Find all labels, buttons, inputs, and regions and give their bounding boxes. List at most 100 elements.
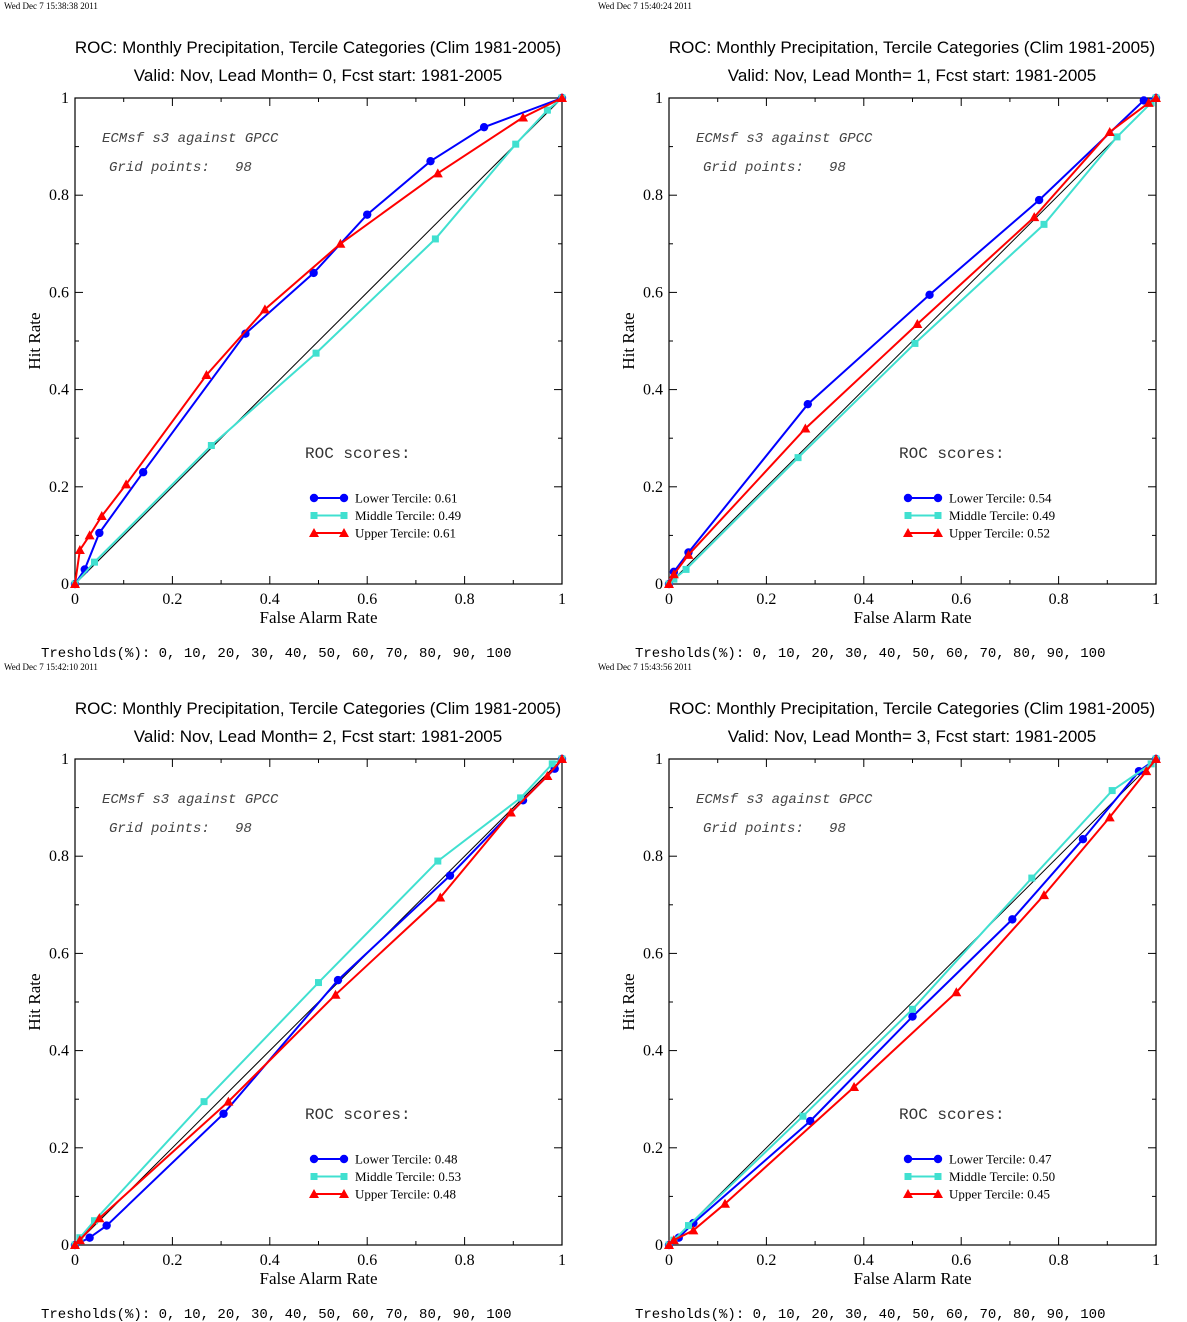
data-point <box>1029 212 1040 222</box>
data-point <box>121 479 132 489</box>
data-point <box>312 349 320 357</box>
y-tick-label: 0.6 <box>643 945 663 962</box>
chart-subtitle: Valid: Nov, Lead Month= 3, Fcst start: 1… <box>728 727 1096 746</box>
data-point <box>96 510 107 520</box>
data-point <box>688 1225 699 1235</box>
data-point <box>925 290 934 300</box>
y-tick-label: 0.8 <box>49 848 69 865</box>
data-point <box>720 1198 731 1208</box>
data-point <box>517 794 525 802</box>
y-axis-label: Hit Rate <box>619 973 638 1030</box>
grid-points-note: Grid points: 98 <box>703 160 846 176</box>
y-tick-label: 0.4 <box>49 1043 69 1060</box>
grid-points-note: Grid points: 98 <box>109 821 252 837</box>
y-tick-label: 0 <box>655 576 663 593</box>
thresholds-text: Tresholds(%): 0, 10, 20, 30, 40, 50, 60,… <box>41 646 511 661</box>
data-point <box>435 892 446 902</box>
y-tick-label: 0.8 <box>49 187 69 204</box>
legend-entry: Middle Tercile: 0.50 <box>949 1169 1055 1184</box>
data-point <box>1104 812 1115 822</box>
y-tick-label: 0.2 <box>643 479 663 496</box>
data-point <box>363 210 372 219</box>
data-point <box>445 871 455 880</box>
data-point <box>259 304 270 314</box>
legend-marker <box>310 512 318 519</box>
data-point <box>138 468 148 477</box>
data-point <box>548 760 556 768</box>
legend-marker <box>934 1173 942 1180</box>
legend: Lower Tercile: 0.47 Middle Tercile: 0.50 U… <box>903 1152 1055 1202</box>
no-skill-diagonal <box>668 758 1157 1246</box>
legend-entry: Upper Tercile: 0.48 <box>355 1187 456 1202</box>
roc-scores-heading: ROC scores: <box>899 1106 1005 1124</box>
y-tick-label: 0 <box>61 1237 69 1254</box>
data-point <box>1113 133 1121 141</box>
legend-marker <box>903 528 913 537</box>
data-point <box>800 423 811 433</box>
data-point <box>912 318 923 328</box>
roc-panel-lead-3: Wed Dec 7 15:43:56 2011 ROC: Monthly Prec… <box>594 661 1187 1322</box>
legend: Lower Tercile: 0.54 Middle Tercile: 0.49 U… <box>903 491 1055 541</box>
y-tick-label: 0.2 <box>643 1140 663 1157</box>
y-tick-label: 1 <box>655 751 663 768</box>
data-point <box>670 575 678 583</box>
data-point <box>1034 195 1044 205</box>
roc-chart: Wed Dec 7 15:43:56 2011 ROC: Monthly Prec… <box>598 662 1161 1322</box>
data-point <box>557 93 567 102</box>
x-tick-label: 0 <box>71 1252 79 1269</box>
data-point <box>664 1240 674 1249</box>
legend-entry: Lower Tercile: 0.47 <box>949 1152 1052 1167</box>
data-point <box>90 1217 98 1225</box>
legend-marker <box>904 1173 912 1180</box>
x-tick-label: 0.2 <box>756 1252 776 1269</box>
data-point <box>479 122 489 132</box>
data-point <box>1143 97 1154 107</box>
data-point <box>1038 890 1049 900</box>
data-point <box>74 544 85 554</box>
data-point <box>512 140 520 148</box>
legend-marker <box>903 493 913 503</box>
thresholds-text: Tresholds(%): 0, 10, 20, 30, 40, 50, 60,… <box>635 646 1105 661</box>
legend-entry: Upper Tercile: 0.52 <box>949 526 1050 541</box>
x-tick-label: 0 <box>665 1252 673 1269</box>
data-point <box>1078 834 1088 844</box>
no-skill-diagonal <box>74 97 563 585</box>
roc-panel-lead-0: Wed Dec 7 15:38:38 2011 ROC: Monthly Prec… <box>0 0 593 661</box>
legend-entry: Middle Tercile: 0.53 <box>355 1169 461 1184</box>
x-tick-label: 0.6 <box>951 1252 971 1269</box>
thresholds-text: Tresholds(%): 0, 10, 20, 30, 40, 50, 60,… <box>635 1307 1105 1322</box>
x-tick-label: 1 <box>1152 1252 1160 1269</box>
data-point <box>1108 787 1116 795</box>
y-tick-label: 0.8 <box>643 187 663 204</box>
data-point <box>908 1012 917 1021</box>
x-tick-label: 0.4 <box>260 591 280 608</box>
legend-marker <box>340 1173 348 1180</box>
legend-marker <box>339 493 349 503</box>
data-point <box>799 1112 807 1120</box>
dataset-note: ECMsf s3 against GPCC <box>102 792 279 808</box>
roc-chart: Wed Dec 7 15:40:24 2011 ROC: Monthly Prec… <box>598 1 1161 661</box>
x-tick-label: 0.6 <box>357 1252 377 1269</box>
chart-title: ROC: Monthly Precipitation, Tercile Cate… <box>75 699 561 718</box>
roc-scores-heading: ROC scores: <box>899 445 1005 463</box>
y-tick-label: 0.6 <box>643 284 663 301</box>
legend-marker <box>340 512 348 519</box>
roc-panel-lead-2: Wed Dec 7 15:42:10 2011 ROC: Monthly Prec… <box>0 661 593 1322</box>
data-point <box>668 569 679 579</box>
y-axis-label: Hit Rate <box>25 973 44 1030</box>
legend-entry: Middle Tercile: 0.49 <box>355 508 461 523</box>
data-point <box>335 238 346 248</box>
x-tick-label: 0.6 <box>357 591 377 608</box>
data-point <box>200 1098 208 1106</box>
legend-marker <box>933 1189 943 1198</box>
dataset-note: ECMsf s3 against GPCC <box>102 131 279 147</box>
series-line <box>668 758 1157 1246</box>
y-tick-label: 0.6 <box>49 284 69 301</box>
x-tick-label: 0.8 <box>1049 1252 1069 1269</box>
data-point <box>1104 127 1115 137</box>
chart-title: ROC: Monthly Precipitation, Tercile Cate… <box>75 38 561 57</box>
thresholds-text: Tresholds(%): 0, 10, 20, 30, 40, 50, 60,… <box>41 1307 511 1322</box>
y-tick-label: 0.4 <box>643 1043 663 1060</box>
y-tick-label: 1 <box>61 90 69 107</box>
data-point <box>951 987 962 997</box>
